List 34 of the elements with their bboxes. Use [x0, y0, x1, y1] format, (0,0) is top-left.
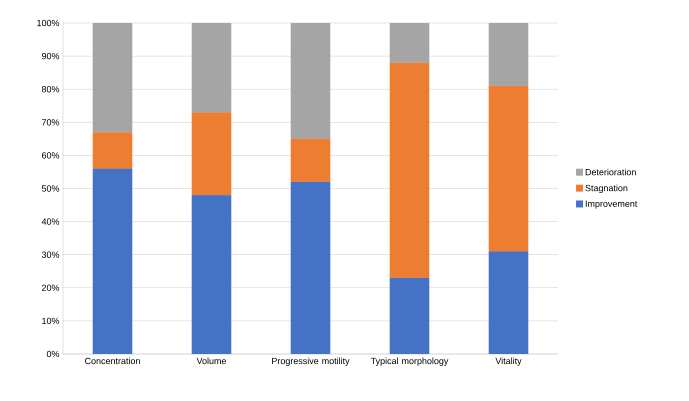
x-tick-label: Typical morphology	[370, 358, 448, 366]
y-tick-label: 50%	[42, 185, 60, 192]
legend-label: Deterioration	[586, 168, 636, 176]
y-tick-label: 100%	[37, 20, 60, 26]
x-tick-label: Concentration	[85, 358, 140, 364]
y-tick-label: 40%	[42, 218, 60, 225]
bar	[290, 22, 330, 139]
x-tick-label: Progressive motility	[272, 358, 350, 366]
bar	[390, 278, 430, 354]
y-tick-label: 10%	[42, 318, 60, 324]
x-tick-label: Volume	[196, 358, 226, 364]
bar	[192, 195, 232, 354]
bar	[92, 132, 132, 169]
y-tick-label: 20%	[42, 284, 60, 291]
bar	[488, 22, 528, 86]
bar	[488, 86, 528, 252]
bar	[390, 22, 430, 63]
y-tick-label: 0%	[46, 350, 60, 358]
y-tick-label: 80%	[42, 86, 60, 92]
bar	[290, 182, 330, 354]
y-tick-label: 90%	[42, 52, 60, 60]
bar	[390, 62, 430, 278]
bar	[92, 22, 132, 132]
bar	[92, 168, 132, 354]
legend-label: Improvement	[586, 200, 638, 209]
bar	[290, 138, 330, 182]
x-tick-label: Vitality	[495, 358, 522, 366]
bar	[488, 251, 528, 354]
y-tick-label: 70%	[42, 119, 60, 126]
bar	[192, 112, 232, 196]
bar	[192, 22, 232, 112]
y-tick-label: 30%	[42, 252, 60, 258]
legend-label: Stagnation	[585, 184, 628, 194]
y-tick-label: 60%	[42, 152, 60, 159]
